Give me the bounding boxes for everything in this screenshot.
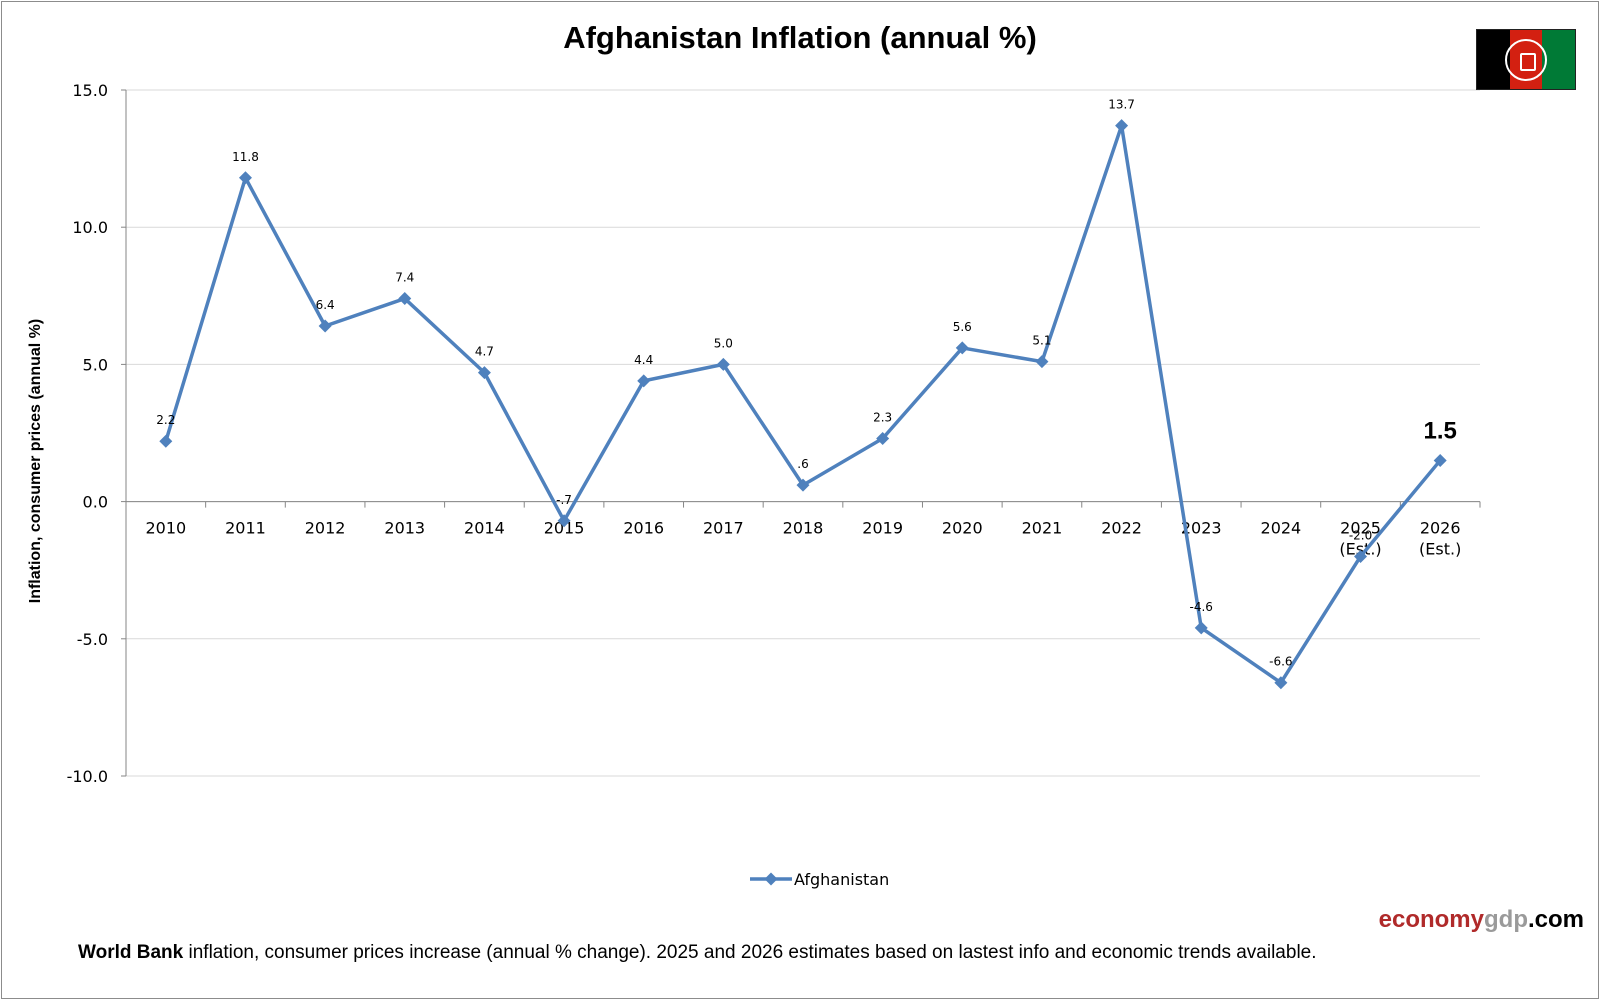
x-tick-label: 2020 bbox=[942, 519, 983, 538]
x-tick-label: 2011 bbox=[225, 519, 266, 538]
x-tick-label: 2016 bbox=[623, 519, 664, 538]
data-point-marker bbox=[238, 171, 252, 185]
data-label: 11.8 bbox=[232, 150, 259, 164]
data-point-marker bbox=[1433, 453, 1447, 467]
data-point-marker bbox=[955, 341, 969, 355]
afghanistan-flag-icon bbox=[1476, 29, 1576, 90]
data-point-marker bbox=[1274, 676, 1288, 690]
data-point-marker bbox=[716, 357, 730, 371]
data-point-marker bbox=[159, 434, 173, 448]
data-label: .6 bbox=[797, 457, 808, 471]
data-label: -6.6 bbox=[1269, 655, 1292, 669]
x-tick-label: 2026 (Est.) bbox=[1419, 519, 1461, 559]
legend-marker-icon bbox=[764, 872, 778, 886]
flag-black-stripe bbox=[1477, 30, 1510, 89]
data-label: 5.1 bbox=[1032, 334, 1051, 348]
x-tick-label: 2014 bbox=[464, 519, 505, 538]
data-label: 13.7 bbox=[1108, 98, 1135, 112]
brand-logo: economygdp.com bbox=[1379, 906, 1584, 934]
data-label: 2.2 bbox=[156, 413, 175, 427]
legend-label: Afghanistan bbox=[794, 870, 889, 889]
x-tick-label: 2019 bbox=[862, 519, 903, 538]
source-name: World Bank bbox=[78, 942, 184, 963]
flag-emblem-icon bbox=[1505, 38, 1547, 81]
chart-title: Afghanistan Inflation (annual %) bbox=[563, 20, 1037, 55]
data-label: -2.0 bbox=[1349, 528, 1372, 542]
data-label: 5.6 bbox=[953, 320, 972, 334]
data-label: 4.4 bbox=[634, 353, 653, 367]
x-tick-label: 2017 bbox=[703, 519, 744, 538]
y-tick-label: -5.0 bbox=[77, 630, 108, 649]
legend: Afghanistan bbox=[750, 870, 889, 889]
x-tick-label: 2022 bbox=[1101, 519, 1142, 538]
y-axis-label: Inflation, consumer prices (annual %) bbox=[27, 319, 44, 604]
data-point-marker bbox=[1115, 119, 1129, 133]
y-tick-label: -10.0 bbox=[67, 767, 108, 786]
data-label: 6.4 bbox=[316, 298, 335, 312]
data-point-marker bbox=[398, 292, 412, 306]
y-tick-label: 15.0 bbox=[72, 81, 108, 100]
data-point-marker bbox=[1035, 355, 1049, 369]
x-tick-label: 2018 bbox=[783, 519, 824, 538]
y-tick-label: 0.0 bbox=[83, 493, 108, 512]
data-label: 4.7 bbox=[475, 345, 494, 359]
y-tick-label: 5.0 bbox=[83, 355, 108, 374]
data-point-marker bbox=[796, 478, 810, 492]
data-point-marker bbox=[637, 374, 651, 388]
x-tick-label: 2012 bbox=[305, 519, 346, 538]
data-point-marker bbox=[876, 431, 890, 445]
data-point-marker bbox=[557, 514, 571, 528]
data-point-marker bbox=[1194, 621, 1208, 635]
data-point-marker bbox=[1354, 549, 1368, 563]
brand-part-gdp: gdp bbox=[1484, 906, 1528, 933]
data-point-marker bbox=[477, 366, 491, 380]
data-label: 1.5 bbox=[1423, 417, 1456, 444]
data-label: -4.6 bbox=[1190, 600, 1213, 614]
data-label: 5.0 bbox=[714, 336, 733, 350]
data-label: 2.3 bbox=[873, 410, 892, 424]
x-tick-label: 2015 bbox=[544, 519, 585, 538]
data-label: -.7 bbox=[556, 493, 572, 507]
series-line bbox=[164, 123, 1442, 685]
source-footnote: World Bank inflation, consumer prices in… bbox=[78, 942, 1317, 964]
x-tick-label: 2013 bbox=[384, 519, 425, 538]
x-tick-label: 2010 bbox=[145, 519, 186, 538]
y-tick-label: 10.0 bbox=[72, 218, 108, 237]
brand-part-com: .com bbox=[1527, 906, 1584, 933]
flag-green-stripe bbox=[1542, 30, 1576, 89]
x-tick-label: 2023 bbox=[1181, 519, 1222, 538]
x-tick-label: 2024 bbox=[1261, 519, 1302, 538]
x-tick-label: 2021 bbox=[1022, 519, 1063, 538]
source-description: inflation, consumer prices increase (ann… bbox=[183, 942, 1317, 963]
brand-part-economy: economy bbox=[1378, 906, 1484, 933]
data-point-marker bbox=[318, 319, 332, 333]
data-label: 7.4 bbox=[395, 271, 414, 285]
